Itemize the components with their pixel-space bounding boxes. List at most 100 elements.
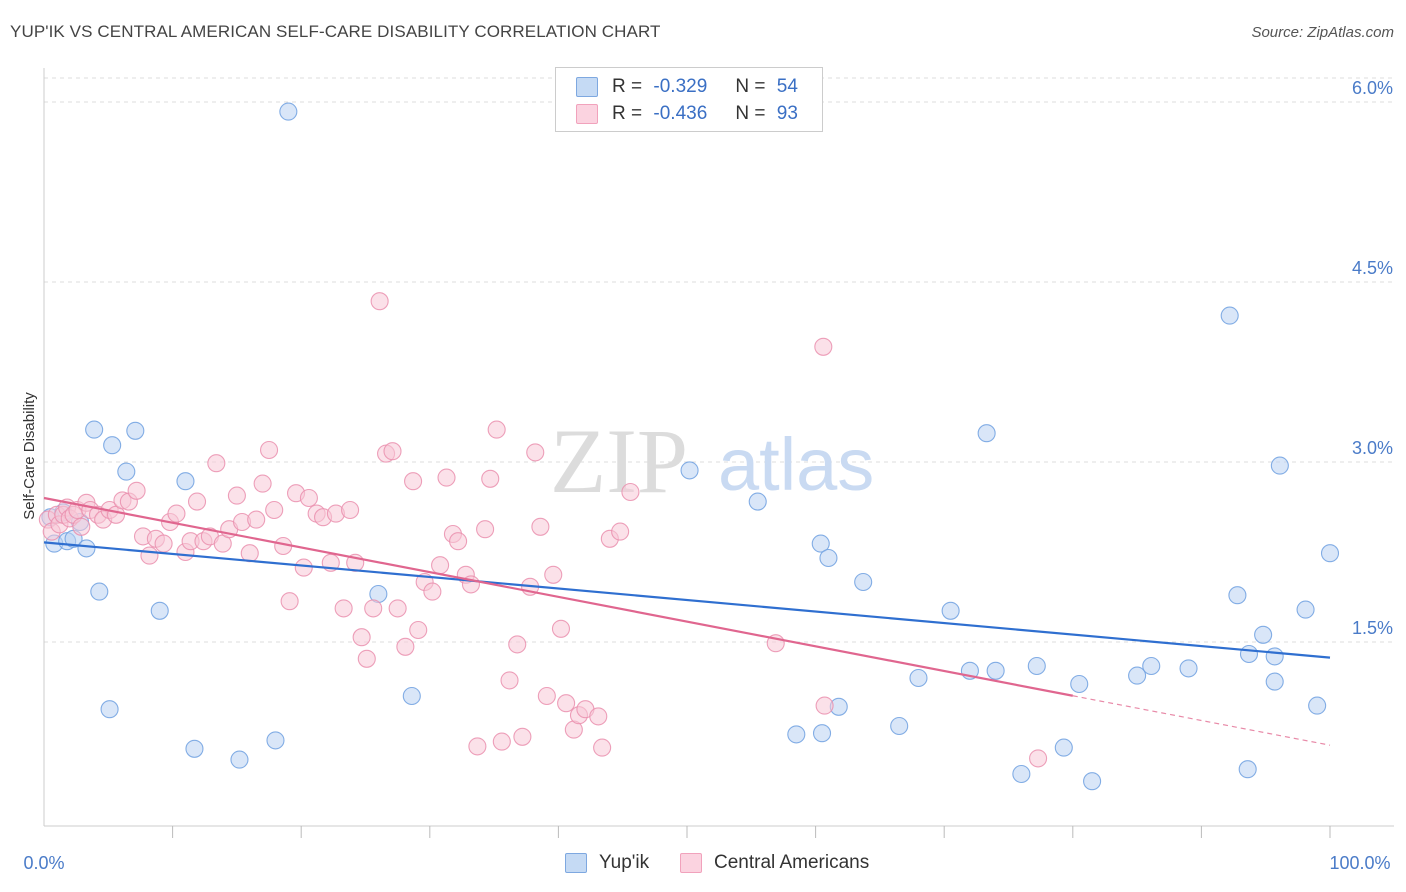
data-points bbox=[38, 102, 1340, 791]
point-central-americans bbox=[388, 599, 407, 618]
point-yupik bbox=[279, 102, 298, 121]
point-yupik bbox=[1254, 625, 1273, 644]
chart-title: YUP'IK VS CENTRAL AMERICAN SELF-CARE DIS… bbox=[10, 22, 661, 41]
point-central-americans bbox=[593, 738, 612, 757]
point-central-americans bbox=[253, 474, 272, 493]
point-yupik bbox=[1083, 772, 1102, 791]
point-central-americans bbox=[508, 635, 527, 654]
point-central-americans bbox=[334, 599, 353, 618]
axes: 1.5% 3.0% 4.5% 6.0% 0.0% 100.0% bbox=[23, 68, 1394, 873]
y-tick-label: 1.5% bbox=[1352, 618, 1393, 638]
legend-row-central-americans: R = -0.436 N = 93 bbox=[576, 101, 798, 127]
point-yupik bbox=[909, 668, 928, 688]
legend-row-yupik: R = -0.329 N = 54 bbox=[576, 74, 798, 100]
point-central-americans bbox=[72, 517, 91, 536]
point-central-americans bbox=[611, 522, 630, 541]
series-label-yupik: Yup'ik bbox=[599, 852, 650, 873]
point-central-americans bbox=[621, 482, 640, 502]
point-central-americans bbox=[449, 532, 468, 551]
trend-line-yupik bbox=[43, 541, 1331, 659]
point-yupik bbox=[854, 572, 873, 592]
point-yupik bbox=[1054, 738, 1073, 757]
point-central-americans bbox=[468, 737, 487, 756]
point-yupik bbox=[1239, 644, 1259, 664]
point-central-americans bbox=[227, 486, 246, 505]
point-central-americans bbox=[557, 694, 576, 713]
point-central-americans bbox=[299, 488, 318, 508]
series-legend-yupik: Yup'ik bbox=[565, 852, 649, 874]
point-yupik bbox=[103, 436, 122, 455]
y-axis-label: Self-Care Disability bbox=[21, 392, 38, 520]
point-central-americans bbox=[537, 686, 556, 706]
point-central-americans bbox=[409, 620, 428, 640]
trend-line-central-americans bbox=[43, 496, 1074, 697]
legend-r-value: -0.329 bbox=[653, 76, 708, 97]
point-central-americans bbox=[167, 504, 186, 523]
y-tick-label: 4.5% bbox=[1352, 258, 1393, 278]
point-central-americans bbox=[423, 582, 442, 601]
point-central-americans bbox=[492, 732, 511, 751]
point-yupik bbox=[1228, 586, 1247, 605]
point-yupik bbox=[819, 548, 838, 568]
legend-r-value: -0.436 bbox=[653, 103, 708, 124]
point-yupik bbox=[812, 724, 832, 743]
point-yupik bbox=[100, 700, 119, 719]
point-central-americans bbox=[207, 454, 226, 473]
point-yupik bbox=[1265, 672, 1284, 691]
point-central-americans bbox=[265, 500, 284, 520]
legend-n-value: 54 bbox=[776, 76, 798, 97]
point-yupik bbox=[176, 472, 195, 491]
point-central-americans bbox=[551, 619, 571, 638]
point-yupik bbox=[890, 716, 909, 736]
point-yupik bbox=[150, 601, 169, 620]
point-central-americans bbox=[247, 510, 266, 529]
point-yupik bbox=[811, 534, 830, 553]
watermark-atlas: atlas bbox=[718, 423, 874, 506]
point-central-americans bbox=[531, 517, 550, 536]
point-yupik bbox=[1027, 656, 1046, 676]
point-yupik bbox=[1265, 647, 1284, 666]
point-yupik bbox=[126, 421, 145, 440]
y-tick-label: 6.0% bbox=[1352, 78, 1393, 98]
point-central-americans bbox=[352, 628, 371, 647]
point-yupik bbox=[1142, 656, 1161, 676]
legend-r-label: R = bbox=[612, 103, 643, 124]
point-yupik bbox=[266, 731, 285, 750]
point-central-americans bbox=[396, 637, 415, 656]
point-yupik bbox=[90, 582, 109, 601]
point-central-americans bbox=[259, 440, 279, 460]
point-yupik bbox=[977, 424, 996, 443]
point-central-americans bbox=[481, 469, 500, 488]
point-central-americans bbox=[341, 500, 360, 520]
series-swatch-central-americans bbox=[680, 853, 702, 873]
point-central-americans bbox=[127, 481, 146, 500]
legend-n-label: N = bbox=[735, 103, 766, 124]
point-yupik bbox=[1270, 456, 1289, 475]
point-central-americans bbox=[513, 727, 532, 746]
point-central-americans bbox=[294, 558, 313, 577]
point-yupik bbox=[1320, 544, 1340, 563]
point-central-americans bbox=[187, 492, 207, 511]
trend-line-central-americans-extension bbox=[1072, 695, 1331, 746]
series-legend-central-americans: Central Americans bbox=[680, 852, 869, 874]
point-central-americans bbox=[526, 443, 545, 462]
source-credit: Source: ZipAtlas.com bbox=[1251, 24, 1394, 41]
series-legend: Yup'ik Central Americans bbox=[0, 852, 1406, 878]
point-central-americans bbox=[404, 472, 423, 491]
point-yupik bbox=[748, 492, 767, 511]
point-central-americans bbox=[815, 696, 834, 715]
point-yupik bbox=[1012, 764, 1031, 784]
point-yupik bbox=[1296, 600, 1315, 619]
y-tick-label: 3.0% bbox=[1352, 438, 1393, 458]
point-central-americans bbox=[589, 707, 608, 726]
point-central-americans bbox=[544, 565, 563, 584]
point-central-americans bbox=[500, 671, 519, 690]
point-central-americans bbox=[364, 599, 383, 618]
point-central-americans bbox=[1029, 749, 1048, 768]
correlation-legend: R = -0.329 N = 54 R = -0.436 N = 93 bbox=[555, 67, 823, 132]
point-central-americans bbox=[140, 546, 159, 565]
point-yupik bbox=[402, 686, 421, 706]
point-central-americans bbox=[814, 337, 833, 356]
point-yupik bbox=[1070, 674, 1089, 694]
point-yupik bbox=[1128, 666, 1147, 685]
